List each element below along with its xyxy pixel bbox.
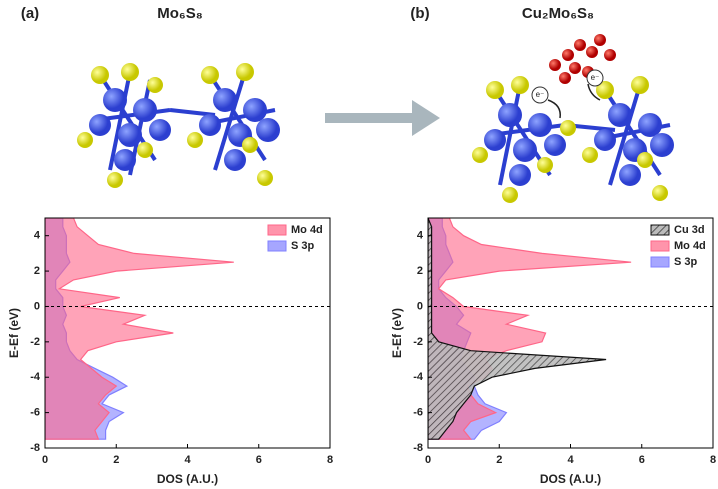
process-arrow (325, 100, 440, 136)
legend-swatch (267, 224, 287, 236)
x-tick-label: 6 (256, 454, 262, 466)
y-tick-label: 2 (34, 265, 40, 277)
y-axis-label: E-Ef (eV) (390, 308, 404, 358)
y-axis-label: E-Ef (eV) (7, 308, 21, 358)
electron-label: e⁻ (536, 90, 545, 99)
x-tick-label: 2 (113, 454, 119, 466)
legend-label: Mo 4d (674, 240, 706, 252)
dos-area (428, 218, 632, 440)
panel-title: Cu₂Mo₆S₈ (522, 5, 594, 22)
atoms-b (472, 34, 674, 203)
x-tick-label: 4 (184, 454, 191, 466)
y-tick-label: -8 (30, 442, 40, 454)
legend-swatch (267, 240, 287, 252)
electron-label: e⁻ (591, 73, 600, 82)
x-tick-label: 0 (425, 454, 431, 466)
x-tick-label: 6 (639, 454, 645, 466)
x-axis-label: DOS (A.U.) (540, 472, 601, 486)
panel-label: (b) (410, 5, 429, 22)
panel-title: Mo₆S₈ (157, 5, 203, 22)
y-tick-label: -8 (413, 442, 423, 454)
legend-label: Cu 3d (674, 224, 705, 236)
y-tick-label: -6 (413, 407, 423, 419)
plot-area (45, 218, 234, 440)
y-tick-label: -2 (413, 336, 423, 348)
dos-area (428, 218, 607, 440)
x-tick-label: 8 (327, 454, 333, 466)
legend-label: Mo 4d (291, 224, 323, 236)
legend-swatch (650, 256, 670, 268)
y-tick-label: 4 (34, 230, 41, 242)
legend-swatch (650, 224, 670, 236)
x-tick-label: 8 (710, 454, 716, 466)
legend-label: S 3p (674, 256, 698, 268)
x-tick-label: 0 (42, 454, 48, 466)
panel-label: (a) (21, 5, 39, 22)
atoms-a (77, 63, 280, 188)
y-tick-label: 0 (417, 300, 423, 312)
y-tick-label: 0 (34, 300, 40, 312)
y-tick-label: -4 (30, 371, 41, 383)
x-axis-label: DOS (A.U.) (157, 472, 218, 486)
legend-label: S 3p (291, 240, 315, 252)
y-tick-label: -6 (30, 407, 40, 419)
y-tick-label: 2 (417, 265, 423, 277)
x-tick-label: 2 (496, 454, 502, 466)
plot-area (428, 218, 632, 440)
dos-area (45, 218, 234, 440)
y-tick-label: -2 (30, 336, 40, 348)
y-tick-label: -4 (413, 371, 424, 383)
x-tick-label: 4 (567, 454, 574, 466)
y-tick-label: 4 (417, 230, 424, 242)
legend-swatch (650, 240, 670, 252)
